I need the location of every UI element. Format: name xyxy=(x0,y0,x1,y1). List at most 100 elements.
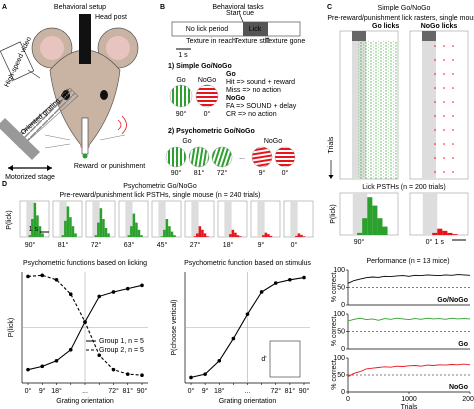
stimulus-band xyxy=(125,201,133,237)
stimulus-band xyxy=(92,201,100,237)
scale-label: 1 s xyxy=(29,226,39,233)
psth-bar xyxy=(168,226,171,237)
psth-bar xyxy=(69,217,72,237)
x-tick-label: 0° xyxy=(25,387,32,395)
scale-label: 1 s xyxy=(178,52,188,59)
psth-bar xyxy=(31,219,34,237)
stimulus-band xyxy=(224,201,232,237)
grating-go xyxy=(165,146,187,168)
psth-bar xyxy=(170,231,174,237)
x-tick-label: 9° xyxy=(202,387,209,395)
mouse-illustration xyxy=(0,14,139,171)
x-tick-label: 18° xyxy=(214,387,225,395)
psth-bar xyxy=(165,219,169,237)
section-title: 2) Psychometric Go/NoGo xyxy=(168,128,255,135)
go-label: Go xyxy=(182,138,191,145)
section-title: 1) Simple Go/NoGo xyxy=(168,63,232,70)
psth-bar xyxy=(372,205,378,235)
x-tick-label: 90° xyxy=(137,387,148,395)
data-point xyxy=(68,292,73,297)
angle-label: 81° xyxy=(194,169,205,177)
psth-bar xyxy=(236,235,240,237)
psth-bar xyxy=(239,236,242,237)
annotation: Start cue xyxy=(226,10,254,17)
series-line xyxy=(347,363,471,378)
x-axis-label: Grating orientation xyxy=(219,398,277,405)
angle-label: 9° xyxy=(259,169,266,177)
outcome-heading: Go xyxy=(226,71,236,78)
psth-bar xyxy=(193,236,197,237)
series-label: Go/NoGo xyxy=(437,297,468,304)
x-axis-label: Grating orientation xyxy=(56,398,114,405)
data-point xyxy=(125,286,130,291)
series-label: NoGo xyxy=(449,384,468,391)
subtitle: Pre-reward/punishment lick rasters, sing… xyxy=(327,15,474,22)
y-axis-label: % correct xyxy=(331,360,338,390)
psth-bar xyxy=(104,228,108,237)
annotation: Lick xyxy=(249,26,262,33)
data-point xyxy=(231,336,236,341)
panel-title: Psychometric Go/NoGo xyxy=(123,183,197,190)
x-tick-label: 72° xyxy=(270,387,281,395)
x-tick-label: 1000 xyxy=(401,396,417,403)
grating-nogo xyxy=(251,146,273,168)
y-tick-label: 50 xyxy=(337,328,345,335)
angle-label: 90° xyxy=(176,110,187,118)
grating-go xyxy=(211,146,233,168)
chart-title: Psychometric functions based on licking xyxy=(23,260,147,267)
angle-label: 90° xyxy=(171,169,182,177)
annotation: No lick period xyxy=(186,26,229,33)
psth-bar xyxy=(452,234,458,235)
psth-bar xyxy=(229,234,232,237)
psth-bar xyxy=(432,232,438,235)
x-axis-label: Trials xyxy=(401,404,418,409)
psth-bar xyxy=(362,218,368,235)
psth-bar xyxy=(33,202,37,237)
angle-label: 63° xyxy=(124,241,135,249)
stimulus-band xyxy=(59,201,67,237)
data-point xyxy=(302,275,306,280)
psth-frame xyxy=(409,192,469,236)
x-tick-label: 2000 xyxy=(462,396,474,403)
psth-bar xyxy=(377,218,383,235)
outcome: FA => SOUND + delay xyxy=(226,103,297,110)
psth-bar xyxy=(71,226,75,237)
psth-bar xyxy=(196,233,199,237)
data-point xyxy=(40,364,45,369)
psth-bar xyxy=(160,236,164,237)
psth-bar xyxy=(267,234,270,237)
x-tick-label: 9° xyxy=(39,387,46,395)
grating-nogo xyxy=(274,146,296,168)
psth-bar xyxy=(300,234,303,237)
y-tick-label: 0 xyxy=(341,346,345,353)
y-axis-label: P(lick) xyxy=(8,318,15,337)
psth-bar xyxy=(99,208,103,237)
raster-label: NoGo licks xyxy=(421,23,458,30)
angle-label: 0° xyxy=(426,238,433,246)
psth-bar xyxy=(36,215,39,237)
annotation: Texture gone xyxy=(265,38,306,45)
raster-frames xyxy=(328,30,469,180)
y-tick-label: 0 xyxy=(341,302,345,309)
y-tick-label: 50 xyxy=(337,372,345,379)
psth-bar xyxy=(442,230,448,235)
data-point xyxy=(68,347,73,352)
stimulus-band xyxy=(158,201,166,237)
y-tick-label: 100 xyxy=(333,355,345,362)
psth-bar xyxy=(66,206,70,237)
data-point xyxy=(203,372,207,376)
data-point xyxy=(83,320,87,324)
psth-bar xyxy=(357,232,363,235)
legend-label: Group 2, n = 5 xyxy=(99,347,144,354)
y-axis-label: % correct xyxy=(331,273,338,303)
psth-bar xyxy=(382,226,388,235)
annotation: Texture still xyxy=(234,38,269,45)
psth-bar xyxy=(206,236,209,237)
stimulus-band xyxy=(191,201,199,237)
stimulus-band xyxy=(257,201,265,237)
psth-bar xyxy=(28,235,32,237)
data-point xyxy=(189,375,193,380)
angle-label: 90° xyxy=(25,241,36,249)
